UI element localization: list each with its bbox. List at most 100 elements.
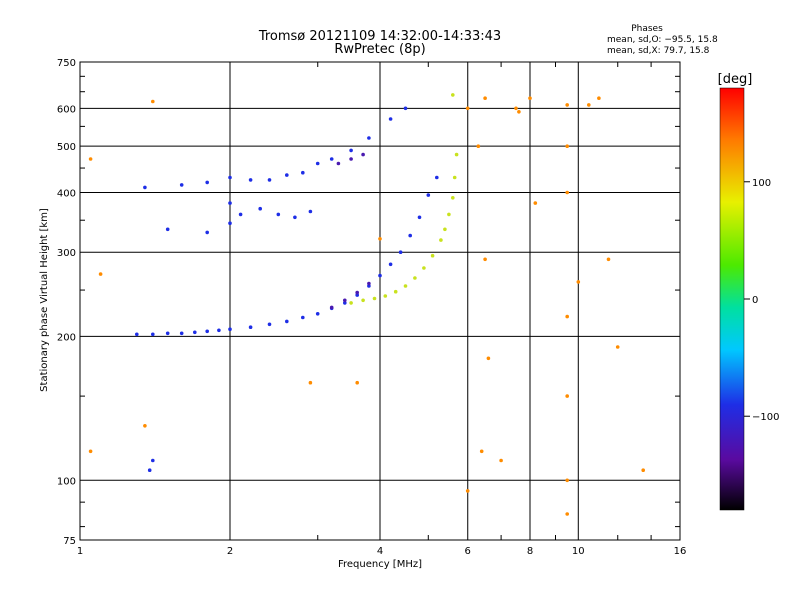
y-tick-label: 400 — [57, 188, 76, 199]
data-point-noise — [565, 103, 569, 107]
grid-lines — [80, 62, 680, 540]
data-point-o — [249, 178, 253, 182]
data-point-noise — [466, 489, 470, 493]
data-point-x — [404, 284, 408, 288]
colorbar-label: [deg] — [718, 72, 753, 87]
data-point-o — [399, 250, 403, 254]
data-point-o — [180, 183, 184, 187]
x-tick-label: 6 — [465, 546, 471, 557]
y-tick-label: 300 — [57, 248, 76, 259]
ionogram-figure: Tromsø 20121109 14:32:00-14:33:43 RwPret… — [0, 0, 800, 600]
data-point-o — [285, 320, 289, 324]
data-point-o — [193, 331, 197, 335]
data-point-o-high — [349, 157, 353, 161]
x-tick-label: 16 — [674, 546, 687, 557]
data-point-o — [404, 107, 408, 111]
data-point-o — [239, 213, 243, 217]
data-point-noise — [534, 201, 538, 205]
data-point-noise — [641, 468, 645, 472]
data-point-o — [316, 312, 320, 316]
legend-title: Phases — [631, 24, 663, 34]
data-point-noise — [517, 110, 521, 114]
data-point-noise — [477, 144, 481, 148]
data-point-o-high — [367, 282, 371, 286]
data-point-o — [293, 216, 297, 220]
data-point-o — [228, 327, 232, 331]
data-point-o — [151, 333, 155, 337]
data-point-x — [413, 276, 417, 280]
data-point-o — [148, 468, 152, 472]
data-point-o — [378, 274, 382, 278]
y-axis-ticks: 75 100 200 300 400 500 600 750 — [57, 58, 680, 547]
legend-line-o: mean, sd,O: −95.5, 15.8 — [607, 35, 718, 45]
data-point-o — [349, 149, 353, 153]
data-point-o — [143, 186, 147, 190]
data-point-noise — [499, 459, 503, 463]
data-point-x — [451, 93, 455, 97]
data-point-x — [422, 266, 426, 270]
data-point-noise — [514, 107, 518, 111]
data-points — [89, 93, 645, 516]
colorbar-tick-label: 100 — [752, 178, 771, 189]
y-tick-label: 600 — [57, 104, 76, 115]
data-point-noise — [528, 96, 532, 100]
data-point-o — [301, 316, 305, 320]
data-point-x — [384, 294, 388, 298]
data-point-o — [389, 263, 393, 267]
data-point-noise — [565, 191, 569, 195]
data-point-noise — [151, 100, 155, 104]
data-point-o — [268, 178, 272, 182]
x-tick-label: 1 — [77, 546, 83, 557]
data-point-o — [367, 136, 371, 140]
data-point-noise — [565, 144, 569, 148]
data-point-noise — [89, 450, 93, 454]
x-tick-label: 8 — [527, 546, 533, 557]
data-point-noise — [565, 512, 569, 516]
data-point-o-high — [355, 291, 359, 295]
data-point-noise — [355, 381, 359, 385]
data-point-noise — [597, 96, 601, 100]
data-point-noise — [99, 272, 103, 276]
data-point-noise — [607, 258, 611, 262]
data-point-o — [166, 228, 170, 232]
data-point-x — [453, 176, 457, 180]
legend-line-x: mean, sd,X: 79.7, 15.8 — [607, 46, 710, 56]
data-point-o-high — [343, 299, 347, 303]
colorbar-tick-label: −100 — [752, 412, 779, 423]
data-point-o — [180, 332, 184, 336]
data-point-noise — [565, 394, 569, 398]
y-tick-label: 500 — [57, 142, 76, 153]
data-point-o — [205, 231, 209, 235]
data-point-noise — [565, 479, 569, 483]
data-point-o — [217, 329, 221, 333]
data-point-noise — [89, 157, 93, 161]
data-point-o — [228, 221, 232, 225]
x-tick-label: 4 — [377, 546, 383, 557]
data-point-noise — [483, 258, 487, 262]
data-point-o — [151, 459, 155, 463]
data-point-noise — [577, 280, 581, 284]
data-point-o — [228, 201, 232, 205]
data-point-o — [316, 162, 320, 166]
x-axis-ticks: 1 2 4 6 8 10 16 — [77, 62, 687, 557]
data-point-o — [427, 193, 431, 197]
y-tick-label: 200 — [57, 332, 76, 343]
y-tick-label: 75 — [63, 536, 76, 547]
data-point-o — [285, 173, 289, 177]
data-point-x — [443, 228, 447, 232]
data-point-o-high — [330, 306, 334, 310]
data-point-x — [447, 213, 451, 217]
data-point-x — [451, 196, 455, 200]
data-point-o — [268, 323, 272, 327]
data-point-o — [418, 216, 422, 220]
data-point-o — [389, 117, 393, 121]
data-point-o — [277, 213, 281, 217]
data-point-o — [166, 332, 170, 336]
data-point-noise — [616, 345, 620, 349]
data-point-noise — [309, 381, 313, 385]
colorbar-ticks: 100 0 −100 — [744, 178, 779, 423]
data-point-o — [435, 176, 439, 180]
data-point-noise — [466, 107, 470, 111]
data-point-x — [361, 299, 365, 303]
y-axis-label: Stationary phase Virtual Height [km] — [39, 208, 50, 392]
